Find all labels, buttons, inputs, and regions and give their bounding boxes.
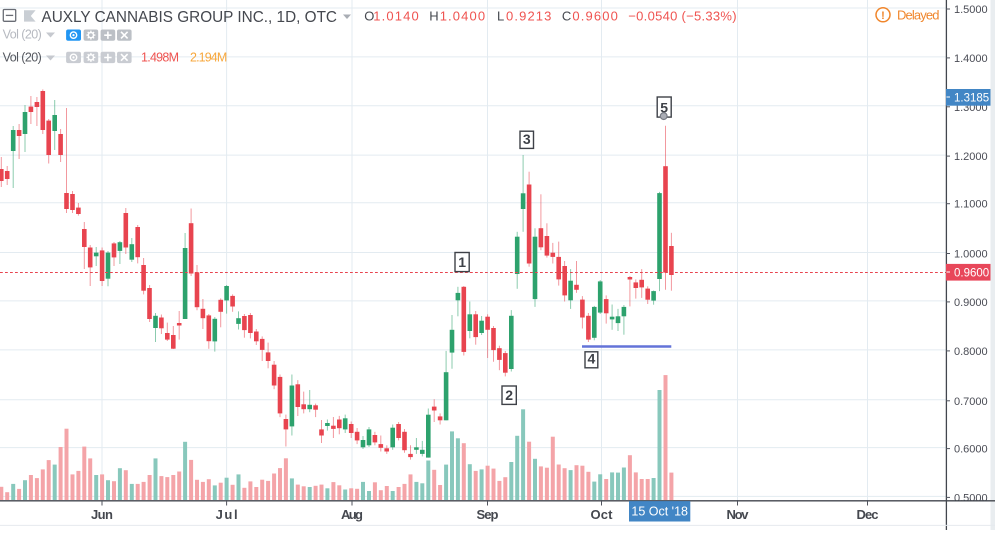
svg-text:1: 1 [458, 254, 466, 270]
svg-text:L: L [497, 9, 504, 24]
svg-text:2.194M: 2.194M [190, 51, 227, 65]
svg-text:AUXLY CANNABIS GROUP INC., 1D,: AUXLY CANNABIS GROUP INC., 1D, OTC [42, 9, 338, 26]
svg-text:1.498M: 1.498M [141, 51, 179, 65]
svg-text:C: C [562, 9, 571, 24]
svg-text:1.0000: 1.0000 [954, 249, 988, 261]
svg-text:1.1000: 1.1000 [954, 199, 988, 211]
svg-text:Dec: Dec [857, 507, 879, 522]
svg-text:Delayed: Delayed [897, 8, 940, 23]
svg-text:0.9600: 0.9600 [954, 267, 989, 279]
svg-text:Sep: Sep [477, 507, 499, 522]
svg-text:1.2000: 1.2000 [954, 151, 988, 163]
svg-text:Nov: Nov [727, 507, 750, 522]
svg-text:H: H [429, 9, 438, 24]
svg-text:0.8000: 0.8000 [954, 346, 988, 358]
svg-text:1.5000: 1.5000 [954, 4, 988, 16]
svg-text:Jul: Jul [216, 507, 238, 522]
svg-text:3: 3 [523, 131, 531, 147]
svg-text:Vol (20): Vol (20) [3, 28, 42, 42]
svg-text:15 Oct '18: 15 Oct '18 [631, 505, 688, 519]
svg-text:0.6000: 0.6000 [954, 444, 988, 456]
svg-text:Oct: Oct [591, 507, 614, 522]
svg-text:Aug: Aug [341, 507, 363, 522]
svg-text:Jun: Jun [91, 507, 113, 522]
svg-text:1.4000: 1.4000 [954, 53, 988, 65]
svg-text:0.9213: 0.9213 [506, 9, 551, 24]
svg-text:!: ! [881, 10, 885, 22]
svg-text:0.9600: 0.9600 [572, 9, 617, 24]
svg-text:1.0400: 1.0400 [440, 9, 485, 24]
svg-text:Vol (20): Vol (20) [3, 51, 42, 65]
svg-text:4: 4 [588, 350, 596, 366]
svg-text:−0.0540 (−5.33%): −0.0540 (−5.33%) [628, 9, 736, 24]
svg-text:1.0140: 1.0140 [373, 9, 418, 24]
svg-text:0.9000: 0.9000 [954, 297, 988, 309]
svg-text:2: 2 [505, 387, 513, 403]
svg-text:0.7000: 0.7000 [954, 396, 988, 408]
svg-text:0.5000: 0.5000 [954, 492, 988, 504]
svg-text:1.3185: 1.3185 [954, 93, 989, 105]
